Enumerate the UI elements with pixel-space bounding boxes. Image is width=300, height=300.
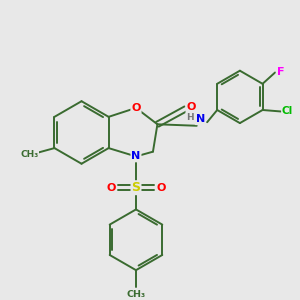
- Text: N: N: [131, 152, 141, 161]
- Text: O: O: [186, 102, 196, 112]
- Text: O: O: [106, 183, 116, 193]
- Text: H: H: [186, 113, 194, 122]
- Text: O: O: [131, 103, 141, 113]
- Text: CH₃: CH₃: [20, 150, 38, 159]
- Text: O: O: [156, 183, 166, 193]
- Text: F: F: [277, 68, 284, 77]
- Text: CH₃: CH₃: [126, 290, 146, 299]
- Text: N: N: [196, 114, 205, 124]
- Text: S: S: [131, 181, 140, 194]
- Text: Cl: Cl: [282, 106, 293, 116]
